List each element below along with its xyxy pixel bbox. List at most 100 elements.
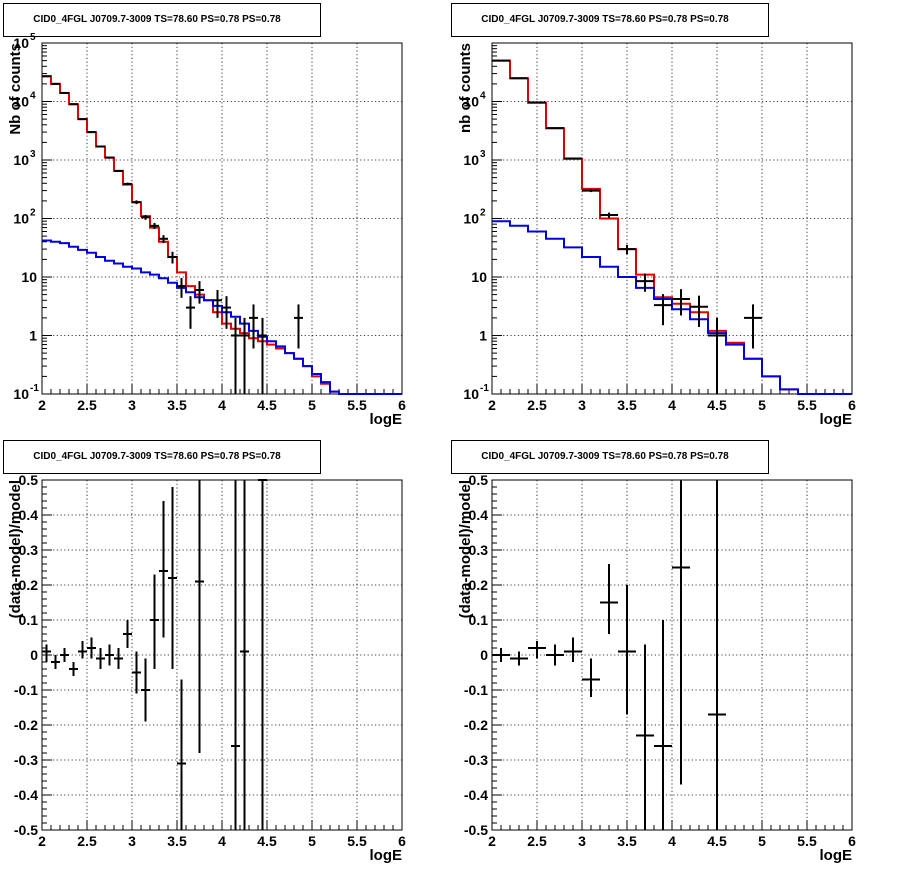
x-tick-label: 5.5 <box>347 833 367 849</box>
data-point <box>672 480 690 785</box>
x-axis-label: logE <box>370 411 403 428</box>
data-points <box>42 479 267 830</box>
y-axis-label: nb of counts <box>457 43 474 133</box>
data-point <box>240 480 249 830</box>
x-axis-label: logE <box>820 847 853 864</box>
y-tick-label: 0.4 <box>19 507 39 523</box>
data-point <box>114 648 123 669</box>
panel-bottom-right-residuals: CID0_4FGL J0709.7-3009 TS=78.60 PS=0.78 … <box>451 440 856 864</box>
x-tick-label: 4.5 <box>707 397 727 413</box>
y-tick-label: 0.5 <box>469 472 489 488</box>
x-tick-label: 5 <box>308 833 316 849</box>
y-tick-label: 0.1 <box>19 612 39 628</box>
data-point <box>222 296 231 329</box>
x-tick-label: 5 <box>758 833 766 849</box>
data-point <box>69 103 78 106</box>
data-point <box>231 317 240 394</box>
x-tick-label: 4.5 <box>257 397 277 413</box>
x-axis-label: logE <box>820 411 853 428</box>
source-model-histogram <box>42 239 402 395</box>
data-point <box>618 585 636 715</box>
data-point <box>618 244 636 255</box>
x-tick-label: 5 <box>758 397 766 413</box>
data-point <box>582 658 600 697</box>
data-points <box>492 480 726 830</box>
y-tick-label: 0.2 <box>19 577 39 593</box>
y-tick-label: -0.5 <box>14 822 38 838</box>
y-tick-label: 1 <box>479 328 487 344</box>
data-point <box>564 637 582 662</box>
data-point <box>654 294 672 326</box>
data-point <box>528 641 546 659</box>
data-point <box>141 658 150 722</box>
y-tick-exponent: 3 <box>480 149 486 160</box>
data-point <box>294 304 303 349</box>
y-tick-label: 10 <box>471 269 487 285</box>
x-tick-label: 2.5 <box>77 833 97 849</box>
x-tick-label: 3 <box>578 833 586 849</box>
data-point <box>546 644 564 666</box>
y-tick-label: -0.2 <box>464 717 488 733</box>
y-tick-label: 0.4 <box>469 507 489 523</box>
y-tick-exponent: -1 <box>480 383 489 394</box>
x-tick-label: 5.5 <box>347 397 367 413</box>
data-point <box>258 479 267 830</box>
data-point <box>87 637 96 659</box>
y-tick-exponent: 2 <box>30 208 36 219</box>
x-tick-label: 6 <box>398 833 406 849</box>
data-point <box>654 620 672 830</box>
data-point <box>600 564 618 634</box>
y-tick-label: -0.4 <box>14 787 38 803</box>
panel-top-right-counts: CID0_4FGL J0709.7-3009 TS=78.60 PS=0.78 … <box>451 3 856 428</box>
x-tick-label: 2 <box>38 833 46 849</box>
data-point <box>195 480 204 753</box>
data-point <box>510 651 528 666</box>
data-point <box>105 156 114 159</box>
data-point <box>636 273 654 292</box>
data-point <box>600 212 618 218</box>
data-points <box>492 59 762 394</box>
data-point <box>672 289 690 316</box>
data-point <box>186 296 195 329</box>
x-tick-label: 3 <box>128 397 136 413</box>
data-point <box>708 480 726 830</box>
y-tick-label: 0.1 <box>469 612 489 628</box>
data-point <box>51 655 60 669</box>
y-tick-label: -0.5 <box>464 822 488 838</box>
x-tick-label: 2.5 <box>527 833 547 849</box>
data-point <box>123 620 132 648</box>
x-tick-label: 2 <box>488 397 496 413</box>
data-point <box>168 487 177 669</box>
data-point <box>159 501 168 638</box>
x-tick-label: 3.5 <box>617 833 637 849</box>
data-point <box>51 82 60 85</box>
y-tick-exponent: 4 <box>30 91 36 102</box>
y-tick-exponent: -1 <box>30 383 39 394</box>
x-tick-label: 2 <box>488 833 496 849</box>
data-point <box>42 644 51 662</box>
y-axis-label: (data-model)/model <box>457 480 474 618</box>
data-point <box>528 101 546 104</box>
x-tick-label: 6 <box>398 397 406 413</box>
y-tick-label: -0.3 <box>14 752 38 768</box>
x-tick-label: 4 <box>668 397 676 413</box>
x-tick-label: 2.5 <box>527 397 547 413</box>
x-tick-label: 3.5 <box>167 397 187 413</box>
panel-bottom-left-residuals: CID0_4FGL J0709.7-3009 TS=78.60 PS=0.78 … <box>3 440 406 864</box>
x-tick-label: 3.5 <box>167 833 187 849</box>
y-tick-label: 10 <box>463 152 479 168</box>
y-tick-label: 0.3 <box>19 542 39 558</box>
data-point <box>132 651 141 694</box>
data-point <box>159 235 168 244</box>
data-point <box>249 304 258 349</box>
y-tick-label: -0.1 <box>464 682 488 698</box>
data-point <box>258 317 267 394</box>
data-point <box>96 145 105 148</box>
x-tick-label: 4 <box>668 833 676 849</box>
data-point <box>150 222 159 230</box>
x-tick-label: 3.5 <box>617 397 637 413</box>
x-tick-label: 5.5 <box>797 397 817 413</box>
y-tick-label: 1 <box>29 328 37 344</box>
data-point <box>123 182 132 186</box>
